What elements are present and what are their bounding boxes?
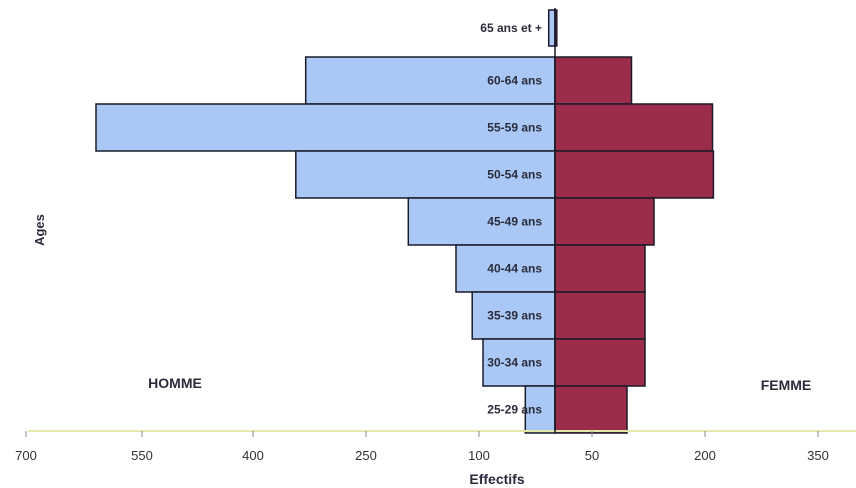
x-axis-title: Effectifs xyxy=(469,471,524,487)
age-label-7: 30-34 ans xyxy=(487,356,542,370)
bar-femme-5 xyxy=(554,244,646,293)
age-labels: 65 ans et + 60-64 ans 55-59 ans 50-54 ans 45… xyxy=(480,21,542,417)
x-tick-label-4: 100 xyxy=(468,448,490,463)
homme-bars xyxy=(95,9,556,434)
bar-femme-2 xyxy=(554,103,714,152)
bar-homme-0 xyxy=(547,9,556,47)
bar-femme-8 xyxy=(554,385,628,434)
x-tick-labels: 700 550 400 250 100 50 200 350 xyxy=(15,431,829,463)
bar-homme-3 xyxy=(295,150,556,199)
age-label-8: 25-29 ans xyxy=(487,403,542,417)
bar-homme-1 xyxy=(304,56,556,105)
x-tick-label-6: 200 xyxy=(694,448,716,463)
age-label-1: 60-64 ans xyxy=(487,74,542,88)
x-tick-label-2: 400 xyxy=(242,448,264,463)
age-label-6: 35-39 ans xyxy=(487,309,542,323)
bar-homme-7 xyxy=(482,338,556,387)
y-axis-title: Ages xyxy=(32,214,47,246)
x-tick-label-0: 700 xyxy=(15,448,37,463)
bar-femme-1 xyxy=(554,56,633,105)
age-label-0: 65 ans et + xyxy=(480,21,542,35)
femme-bars xyxy=(554,9,715,434)
homme-label: HOMME xyxy=(148,375,202,391)
femme-label: FEMME xyxy=(761,377,812,393)
bar-homme-8 xyxy=(524,385,556,434)
bar-homme-4 xyxy=(407,197,556,246)
age-label-5: 40-44 ans xyxy=(487,262,542,276)
bar-homme-2 xyxy=(95,103,556,152)
bar-femme-3 xyxy=(554,150,715,199)
bar-femme-7 xyxy=(554,338,646,387)
age-label-4: 45-49 ans xyxy=(487,215,542,229)
x-tick-label-3: 250 xyxy=(355,448,377,463)
bar-femme-4 xyxy=(554,197,655,246)
age-label-3: 50-54 ans xyxy=(487,168,542,182)
x-tick-label-1: 550 xyxy=(131,448,153,463)
x-tick-label-5: 50 xyxy=(585,448,599,463)
x-tick-label-7: 350 xyxy=(807,448,829,463)
age-label-2: 55-59 ans xyxy=(487,121,542,135)
bar-femme-6 xyxy=(554,291,646,340)
